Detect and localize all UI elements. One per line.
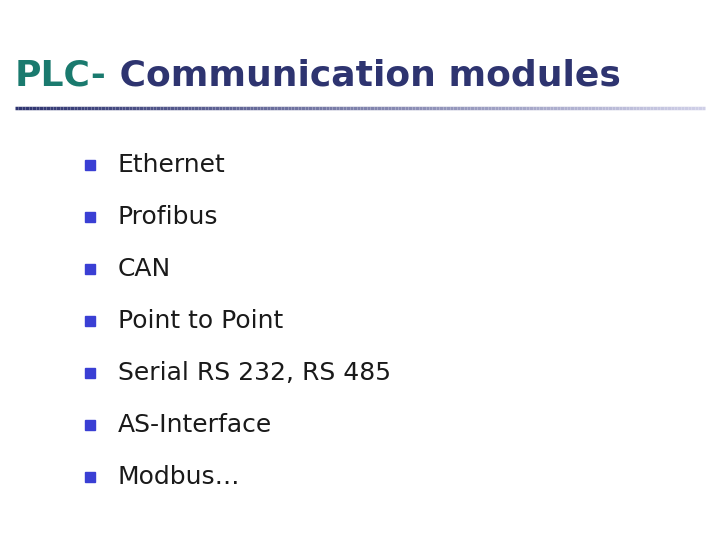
Text: Serial RS 232, RS 485: Serial RS 232, RS 485	[118, 361, 391, 385]
Text: Ethernet: Ethernet	[118, 153, 226, 177]
Text: AS-Interface: AS-Interface	[118, 413, 272, 437]
Text: Point to Point: Point to Point	[118, 309, 283, 333]
Text: Profibus: Profibus	[118, 205, 218, 229]
Text: CAN: CAN	[118, 257, 171, 281]
Text: PLC-: PLC-	[15, 58, 107, 92]
Text: Communication modules: Communication modules	[107, 58, 621, 92]
Text: Modbus…: Modbus…	[118, 465, 240, 489]
